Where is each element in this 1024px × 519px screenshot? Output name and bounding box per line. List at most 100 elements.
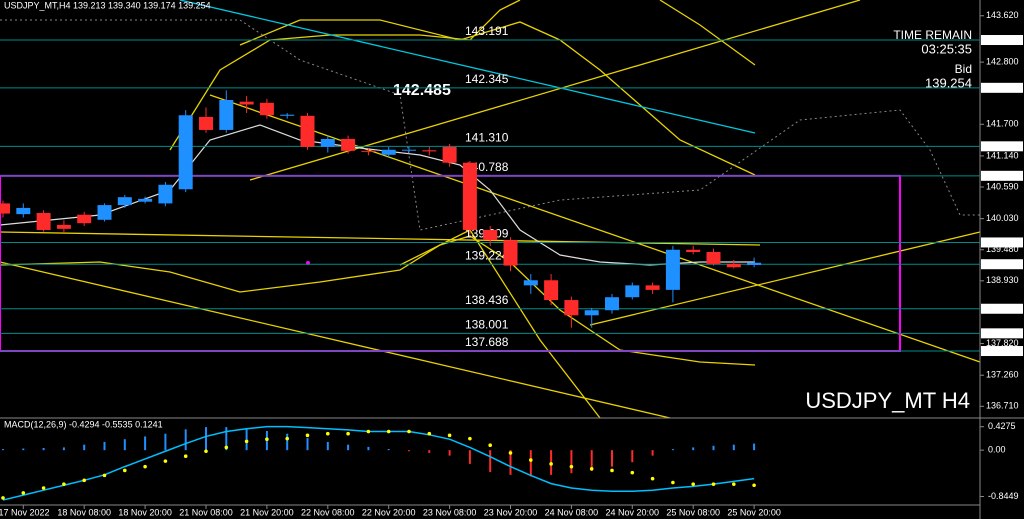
- macd-bar: [448, 450, 451, 456]
- candle-body: [686, 249, 701, 253]
- signal-dot: [123, 468, 127, 473]
- y-tick-label: 143.620: [986, 10, 1019, 20]
- macd-bar: [347, 444, 350, 451]
- macd-bar: [468, 450, 471, 464]
- signal-dot: [62, 482, 66, 486]
- macd-bar: [306, 438, 309, 451]
- y-tick-label: 141.700: [986, 119, 1019, 129]
- level-axis-label: 140.788: [986, 170, 1019, 180]
- y-tick-label: 136.710: [986, 401, 1019, 411]
- indicator-lines: [0, 0, 981, 419]
- candle-body: [77, 214, 92, 224]
- candle-body: [361, 150, 376, 152]
- macd-bar: [22, 448, 25, 451]
- signal-dot: [752, 483, 756, 488]
- y-tick-label: 139.480: [986, 244, 1019, 254]
- macd-bar: [712, 445, 715, 451]
- signal-dot: [650, 476, 655, 481]
- level-axis-label: 139.224: [986, 259, 1019, 269]
- macd-bar: [387, 449, 390, 451]
- x-tick-label: 24 Nov 20:00: [606, 507, 660, 517]
- signal-dot: [82, 478, 86, 483]
- y-tick-label: 138.930: [986, 275, 1019, 285]
- level-axis-label: 142.345: [986, 82, 1019, 92]
- macd-bar: [103, 441, 106, 451]
- candle-body: [625, 285, 640, 298]
- signal-dot: [183, 454, 188, 458]
- signal-dot: [326, 431, 330, 436]
- candle-body: [97, 205, 112, 220]
- macd-bar: [611, 450, 613, 467]
- candle-body: [56, 224, 71, 229]
- macd-bar: [225, 427, 228, 451]
- x-tick-label: 18 Nov 08:00: [57, 507, 111, 517]
- macd-bar: [144, 436, 147, 451]
- macd-bar: [671, 449, 674, 451]
- signal-dot: [468, 436, 472, 441]
- signal-dot: [407, 429, 411, 434]
- level-axis-box: [981, 35, 1023, 46]
- candle-body: [16, 207, 31, 215]
- x-tick-label: 25 Nov 08:00: [666, 507, 720, 517]
- time-remain-label: TIME REMAIN: [893, 28, 972, 42]
- band-mid: [239, 19, 756, 176]
- y-tick-label: 140.030: [986, 213, 1019, 223]
- candle-body: [36, 213, 51, 230]
- macd-bar: [62, 447, 65, 451]
- signal-dot: [691, 482, 695, 486]
- candle-body: [280, 114, 295, 116]
- y-tick-label: 141.140: [986, 150, 1019, 160]
- level-label: 137.688: [465, 335, 509, 349]
- candle-body: [605, 297, 619, 311]
- signal-dot: [589, 467, 594, 471]
- macd-label: MACD(12,26,9) -0.4294 -0.5535 0.1241: [4, 419, 163, 429]
- signal-dot: [305, 433, 310, 438]
- signal-dot: [1, 496, 5, 500]
- candle-body: [665, 249, 680, 290]
- signal-dot: [488, 443, 493, 448]
- signal-dot: [569, 464, 574, 469]
- level-axis-box: [981, 237, 1023, 248]
- macd-bar: [489, 450, 492, 473]
- candle-body: [117, 197, 132, 206]
- cloud-line: [0, 19, 980, 231]
- signal-dot: [143, 464, 147, 469]
- candle-body: [462, 162, 477, 230]
- candle-body: [747, 262, 762, 266]
- trend-line: [589, 231, 981, 326]
- level-label: 142.345: [465, 72, 509, 86]
- macd-bar: [326, 441, 329, 451]
- signal-dot: [244, 439, 249, 444]
- level-axis-box: [981, 259, 1023, 270]
- candle-body: [523, 280, 538, 286]
- signal-dot: [386, 429, 391, 434]
- trend-line: [399, 229, 601, 419]
- macd-bar: [245, 428, 248, 451]
- level-label: 138.001: [465, 318, 509, 332]
- band-upper-right: [659, 0, 756, 66]
- signal-dot: [285, 436, 290, 441]
- macd-bar: [367, 446, 370, 451]
- signal-dot: [549, 462, 553, 466]
- signal-dot: [21, 491, 26, 495]
- signal-dot: [529, 458, 533, 462]
- candle-body: [219, 99, 234, 130]
- macd-bar: [123, 439, 126, 451]
- macd-line: [2, 425, 755, 501]
- macd-bar: [631, 450, 634, 463]
- level-axis-box: [981, 141, 1023, 152]
- macd-bar: [529, 450, 532, 477]
- level-axis-box: [981, 328, 1023, 339]
- signal-dot: [630, 470, 635, 475]
- x-tick-label: 21 Nov 08:00: [179, 507, 233, 517]
- level-axis-label: 141.310: [986, 141, 1019, 151]
- bid-label: Bid: [955, 62, 972, 76]
- macd-bar: [42, 447, 45, 451]
- level-axis-label: 143.191: [986, 34, 1019, 44]
- candle-body: [584, 310, 599, 316]
- level-axis-box: [981, 303, 1023, 314]
- macd-y-tick-label: 0.00: [988, 445, 1006, 455]
- level-label: 139.224: [465, 248, 509, 262]
- candle-body: [544, 280, 559, 301]
